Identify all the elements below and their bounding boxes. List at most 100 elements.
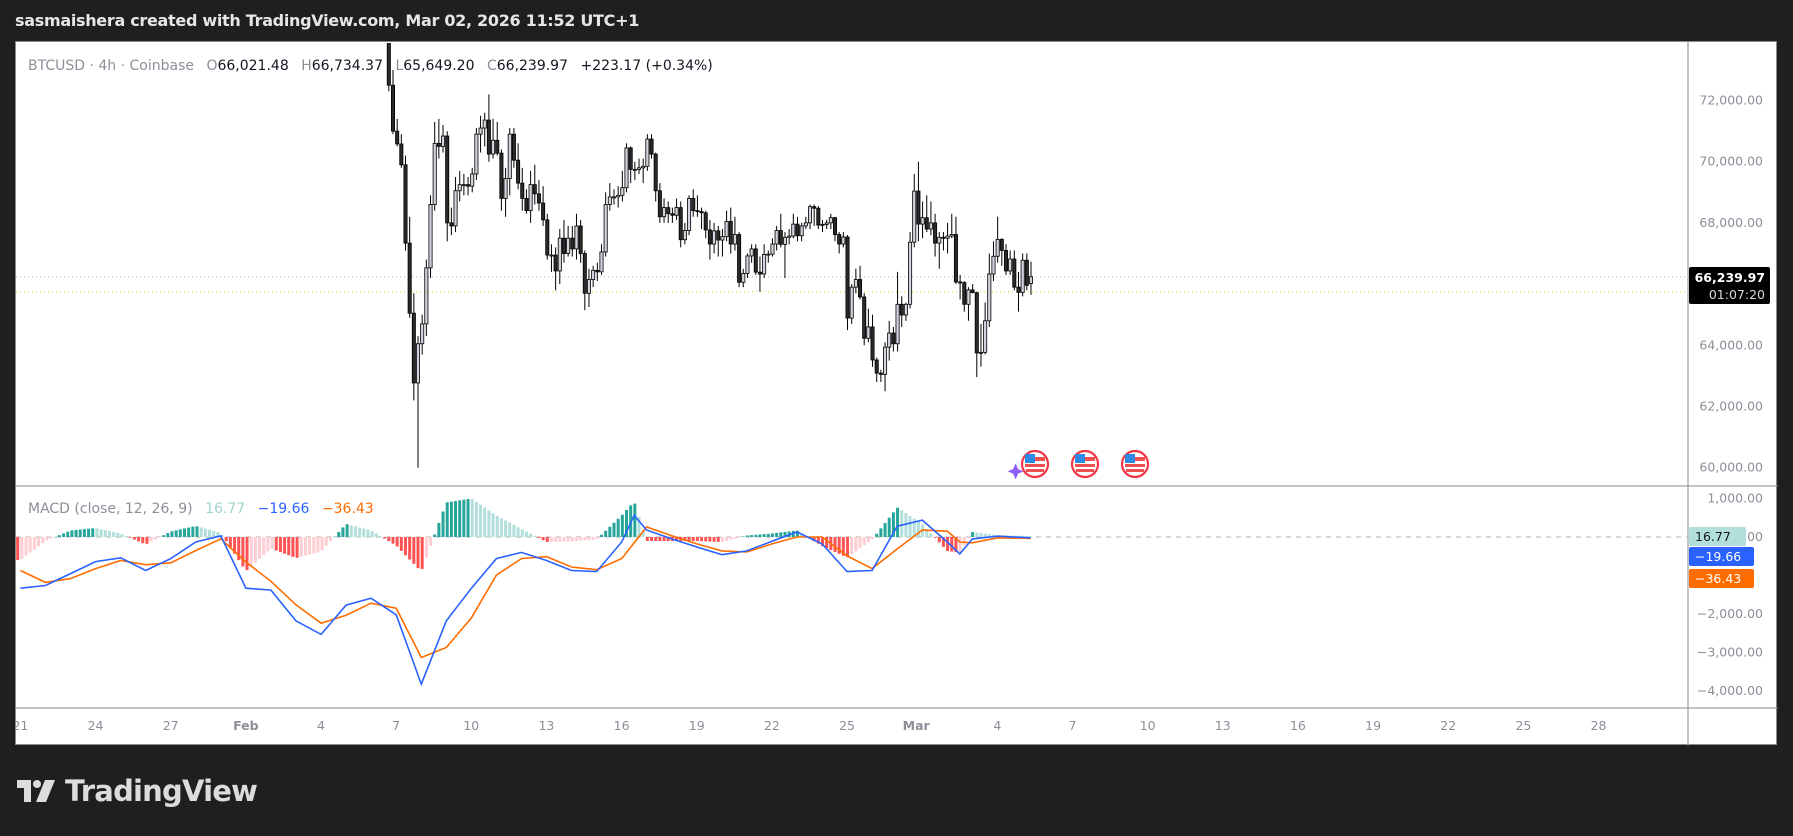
candle — [470, 167, 475, 193]
histogram-bar — [87, 528, 91, 537]
candle-body — [937, 236, 942, 244]
candle — [874, 357, 879, 383]
histogram-bar — [224, 537, 228, 542]
candle-body — [491, 139, 496, 155]
histogram-bar — [53, 536, 57, 538]
histogram-bar — [312, 537, 316, 554]
candle — [928, 201, 933, 236]
candle — [616, 186, 621, 208]
candle-body — [524, 198, 529, 212]
histogram-bar — [641, 529, 645, 537]
close-label: C — [487, 58, 497, 74]
macd-indicator-name[interactable]: MACD (close, 12, 26, 9) — [28, 501, 193, 517]
candle — [774, 225, 779, 251]
histogram-bar — [424, 537, 428, 558]
candle-body — [816, 207, 821, 226]
histogram-bar — [383, 537, 387, 539]
candle-body — [541, 202, 546, 221]
candle — [641, 158, 646, 184]
histogram-bar — [499, 518, 503, 537]
candle — [895, 271, 900, 352]
candle — [833, 216, 838, 242]
histogram-bar — [904, 513, 908, 537]
candle — [924, 195, 929, 233]
histogram-bar — [62, 533, 66, 537]
candle — [1024, 253, 1029, 291]
bar-countdown: 01:07:20 — [1709, 287, 1765, 302]
histogram-bar — [391, 537, 395, 544]
histogram-bar — [320, 537, 324, 551]
candle — [737, 232, 742, 288]
candle-body — [528, 184, 533, 212]
candle — [649, 134, 654, 159]
candle-body — [682, 230, 687, 241]
time-axis[interactable]: 21 24 27 Feb 4 7 10 13 16 19 22 25 Mar 4 7 10 13 16 19 22 25… — [16, 718, 1607, 733]
candle-body — [924, 217, 929, 230]
price-axis[interactable]: 72,000.00 70,000.00 68,000.00 64,000.00 62,0… — [1699, 93, 1763, 475]
macd-tag: −19.66 — [1695, 549, 1741, 564]
candle — [983, 302, 988, 355]
macd-axis[interactable]: 1,000.000.00−2,000.00−3,000.00−4,000.00 — [1697, 491, 1763, 699]
candle — [566, 225, 571, 257]
candle-body — [399, 143, 404, 166]
candle — [945, 222, 950, 254]
histogram-bar — [182, 528, 186, 537]
candle — [628, 146, 633, 184]
histogram-bar — [683, 537, 687, 542]
us-flag-event-icon[interactable] — [1020, 449, 1050, 479]
candle — [532, 164, 537, 205]
histogram-bar — [187, 527, 191, 537]
histogram-bar — [1025, 536, 1029, 537]
chart-panel[interactable]: BTCUSD · 4h · Coinbase O66,021.48 H66,73… — [15, 41, 1778, 746]
candle — [670, 207, 675, 223]
candle — [987, 253, 992, 327]
histogram-bar — [82, 529, 86, 537]
us-flag-event-icon[interactable] — [1120, 449, 1150, 479]
histogram-bar — [775, 532, 779, 537]
price-axis-label: 70,000.00 — [1699, 154, 1763, 169]
histogram-bar — [971, 532, 975, 537]
histogram-bar — [846, 537, 850, 558]
candle-body — [799, 225, 804, 237]
candle — [624, 143, 629, 193]
histogram-bar — [875, 533, 879, 537]
candle — [1008, 250, 1013, 275]
tradingview-logo: TradingView — [17, 774, 258, 808]
candle-body — [603, 204, 608, 253]
symbol-label[interactable]: BTCUSD · 4h · Coinbase — [28, 58, 194, 74]
histogram-bar — [704, 537, 708, 542]
candle — [732, 216, 737, 251]
histogram-bar — [891, 512, 895, 537]
histogram-bar — [495, 515, 499, 537]
histogram-tag: 16.77 — [1695, 529, 1731, 544]
candle — [1012, 250, 1017, 291]
ohlc-legend: BTCUSD · 4h · Coinbase O66,021.48 H66,73… — [28, 58, 713, 74]
candle — [803, 216, 808, 230]
candle — [595, 262, 600, 282]
chart-canvas[interactable]: BTCUSD · 4h · Coinbase O66,021.48 H66,73… — [16, 42, 1778, 746]
candle — [841, 232, 846, 248]
macd-axis-label: −2,000.00 — [1697, 606, 1763, 621]
time-axis-label: 27 — [163, 718, 179, 733]
us-flag-event-icon[interactable] — [1070, 449, 1100, 479]
candle-body — [407, 242, 412, 314]
candle — [499, 149, 504, 211]
candle-body — [390, 84, 395, 132]
candle — [862, 293, 867, 346]
time-axis-label: 19 — [689, 718, 705, 733]
sparkle-icon[interactable] — [1007, 463, 1024, 480]
histogram-bar — [579, 537, 583, 541]
candle — [666, 201, 671, 223]
candle — [903, 302, 908, 321]
candle — [678, 201, 683, 248]
histogram-bar — [779, 532, 783, 537]
histogram-bar — [975, 532, 979, 537]
candle — [799, 222, 804, 242]
candle-body — [737, 234, 742, 283]
histogram-bar — [549, 537, 553, 542]
high-label: H — [301, 58, 312, 74]
candle — [958, 274, 963, 300]
candle-body — [616, 194, 621, 198]
histogram-bar — [249, 537, 253, 567]
candle-body — [958, 281, 963, 284]
